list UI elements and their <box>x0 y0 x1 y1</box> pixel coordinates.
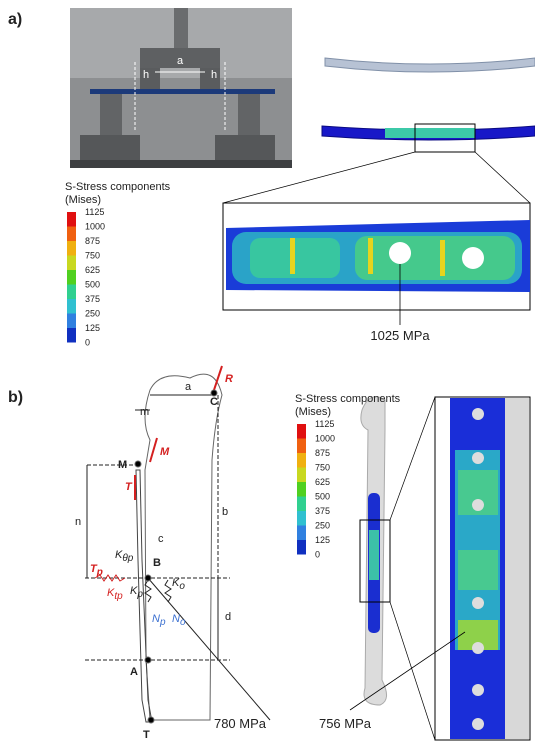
legend-title: S-Stress components <box>65 181 171 193</box>
color-band <box>67 227 76 242</box>
legend-subtitle: (Mises) <box>65 194 101 206</box>
legend-tick: 500 <box>85 280 100 290</box>
legend: S-Stress components(Mises)1125 1000 875 750… <box>65 181 171 348</box>
photo-label: a <box>177 55 184 67</box>
legend-tick: 125 <box>85 323 100 333</box>
color-band <box>297 526 306 541</box>
legend-tick: 875 <box>315 448 330 458</box>
color-band <box>297 482 306 497</box>
legend-tick: 500 <box>315 492 330 502</box>
legend-tick: 750 <box>85 251 100 261</box>
spring-label: Kp <box>130 585 143 600</box>
point-label: A <box>130 666 138 678</box>
test-photo: a h h <box>70 8 292 168</box>
point-label: M <box>118 459 127 471</box>
legend-tick: 0 <box>85 338 90 348</box>
color-band <box>297 453 306 468</box>
color-band <box>67 241 76 256</box>
legend-subtitle: (Mises) <box>295 406 331 418</box>
photo-label: h <box>211 69 217 81</box>
color-band <box>297 497 306 512</box>
legend-tick: 125 <box>315 535 330 545</box>
spring-label: Kθp <box>115 549 134 564</box>
callout: 756 MPa <box>319 716 372 731</box>
legend-tick: 250 <box>85 309 100 319</box>
spring-label: Ktp <box>107 587 123 602</box>
legend-tick: 625 <box>85 265 100 275</box>
figure: a) a h h 1025 MPa S-Stress components(Mi… <box>0 0 535 742</box>
color-band <box>67 270 76 285</box>
panel-label: b) <box>8 389 23 406</box>
color-band <box>67 212 76 227</box>
legend-tick: 0 <box>315 550 320 560</box>
color-band <box>297 424 306 439</box>
dim-label: n <box>75 516 81 528</box>
color-band <box>67 328 76 343</box>
point-label: T <box>143 729 150 741</box>
color-band <box>297 540 306 555</box>
diagram-labels: a m R C M M T b n c B d A T Kθp Tp Ktp K… <box>75 373 233 741</box>
legend-title: S-Stress components <box>295 393 401 405</box>
force-label: M <box>160 446 170 458</box>
legend-tick: 875 <box>85 236 100 246</box>
legend-tick: 375 <box>315 506 330 516</box>
femur-model <box>350 397 530 740</box>
point-label: C <box>210 396 218 408</box>
color-band <box>67 256 76 271</box>
force-label: Np <box>152 613 166 628</box>
dim-label: a <box>185 381 192 393</box>
force-label: No <box>172 613 186 628</box>
callout: 780 MPa <box>214 716 267 731</box>
legend-tick: 1000 <box>315 434 335 444</box>
femur-diagram <box>85 366 270 723</box>
torque-label: Tp <box>90 563 103 578</box>
panel-label: a) <box>8 11 22 28</box>
legend-tick: 375 <box>85 294 100 304</box>
legend-tick: 250 <box>315 521 330 531</box>
color-band <box>297 511 306 526</box>
callout: 1025 MPa <box>370 328 430 343</box>
dim-label: m <box>140 406 149 418</box>
dim-label: c <box>158 533 164 545</box>
legend-tick: 1000 <box>85 222 105 232</box>
legend-tick: 1125 <box>315 419 334 429</box>
legend-tick: 625 <box>315 477 330 487</box>
color-band <box>297 439 306 454</box>
legend-tick: 750 <box>315 463 330 473</box>
dim-label: b <box>222 506 228 518</box>
color-band <box>297 468 306 483</box>
spring-label: Ko <box>172 577 185 592</box>
dim-label: d <box>225 611 231 623</box>
force-label: R <box>225 373 233 385</box>
color-band <box>67 299 76 314</box>
force-label: T <box>125 481 133 493</box>
legend-tick: 1125 <box>85 207 104 217</box>
color-band <box>67 285 76 300</box>
color-band <box>67 314 76 329</box>
point-label: B <box>153 557 161 569</box>
photo-label: h <box>143 69 149 81</box>
